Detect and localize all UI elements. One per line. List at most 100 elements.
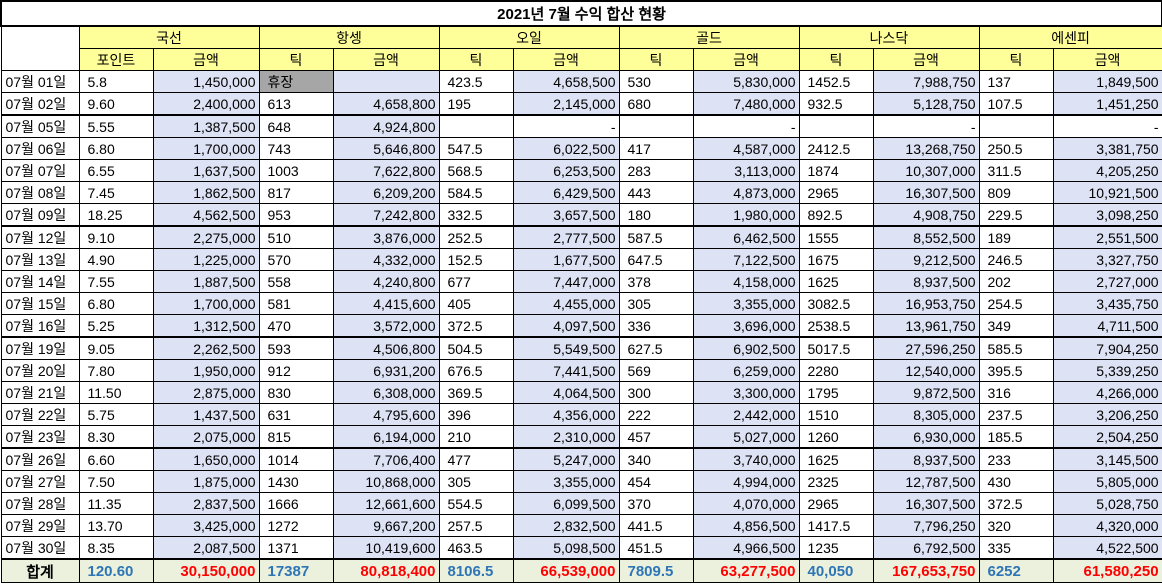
amount-cell: 5,098,500: [512, 536, 620, 560]
amount-cell: 9,212,500: [872, 248, 980, 271]
amount-cell: 1,677,500: [512, 248, 620, 271]
tick-cell: 1510: [798, 403, 874, 426]
amount-cell: [332, 70, 440, 93]
amount-cell: 1,437,500: [152, 403, 260, 426]
sub-header: 틱: [258, 48, 334, 71]
sub-header-row: 포인트 금액 틱 금액 틱 금액 틱 금액 틱 금액 틱 금액: [1, 48, 1162, 71]
point-cell: 11.50: [78, 381, 154, 404]
table-row: 07월 05일 5.55 1,387,500 648 4,924,800 - - - -: [0, 114, 1162, 138]
amount-cell: 6,429,500: [512, 181, 620, 204]
amount-cell: 1,700,000: [152, 292, 260, 315]
amount-cell: 13,961,750: [872, 314, 980, 338]
sub-header: 포인트: [78, 48, 154, 71]
tick-cell: 1874: [798, 159, 874, 182]
tick-cell: 254.5: [978, 292, 1054, 315]
row-date: 07월 15일: [0, 292, 80, 315]
table-row: 07월 22일 5.75 1,437,500 631 4,795,600 396 4,356…: [0, 403, 1162, 426]
amount-cell: 6,930,000: [872, 425, 980, 449]
amount-cell: 2,400,000: [152, 92, 260, 116]
tick-cell: 1417.5: [798, 514, 874, 537]
amount-cell: 1,980,000: [692, 203, 800, 227]
tick-cell: 627.5: [618, 336, 694, 360]
amount-cell: 3,206,250: [1052, 403, 1162, 426]
amount-cell: 3,657,500: [512, 203, 620, 227]
table-row: 07월 16일 5.25 1,312,500 470 3,572,000 372.5 4,0…: [0, 314, 1162, 338]
amount-cell: -: [692, 114, 800, 138]
tick-cell: 185.5: [978, 425, 1054, 449]
row-date: 07월 07일: [0, 159, 80, 182]
sub-header: 금액: [872, 48, 980, 71]
amount-cell: 5,027,000: [692, 425, 800, 449]
amount-cell: 5,830,000: [692, 70, 800, 93]
tick-cell: 554.5: [438, 492, 514, 515]
tick-cell: 2325: [798, 470, 874, 493]
amount-cell: 2,275,000: [152, 225, 260, 249]
tick-cell: 530: [618, 70, 694, 93]
point-cell: 9.60: [78, 92, 154, 116]
amount-cell: 27,596,250: [872, 336, 980, 360]
amount-cell: 7,622,800: [332, 159, 440, 182]
tick-cell: 137: [978, 70, 1054, 93]
tick-cell: 5017.5: [798, 336, 874, 360]
tick-cell: 189: [978, 225, 1054, 249]
amount-cell: 1,650,000: [152, 447, 260, 471]
amount-cell: 10,419,600: [332, 536, 440, 560]
amount-cell: 5,339,250: [1052, 359, 1162, 382]
row-date: 07월 08일: [0, 181, 80, 204]
amount-cell: 4,158,000: [692, 270, 800, 293]
total-amount-cell: 167,653,750: [872, 558, 980, 583]
tick-cell: 631: [258, 403, 334, 426]
row-date: 07월 26일: [0, 447, 80, 471]
tick-cell: 676.5: [438, 359, 514, 382]
amount-cell: 12,661,600: [332, 492, 440, 515]
group-header-kospi: 국선: [78, 25, 260, 49]
amount-cell: 1,451,250: [1052, 92, 1162, 116]
tick-cell: 252.5: [438, 225, 514, 249]
tick-cell: 222: [618, 403, 694, 426]
tick-cell: 417: [618, 137, 694, 160]
tick-cell: 815: [258, 425, 334, 449]
tick-cell: 817: [258, 181, 334, 204]
amount-cell: 9,872,500: [872, 381, 980, 404]
amount-cell: 1,637,500: [152, 159, 260, 182]
amount-cell: 6,931,200: [332, 359, 440, 382]
amount-cell: 5,028,750: [1052, 492, 1162, 515]
tick-cell: 405: [438, 292, 514, 315]
point-cell: 13.70: [78, 514, 154, 537]
amount-cell: 4,455,000: [512, 292, 620, 315]
sub-header: 금액: [152, 48, 260, 71]
amount-cell: 3,145,500: [1052, 447, 1162, 471]
amount-cell: 7,122,500: [692, 248, 800, 271]
tick-cell: 311.5: [978, 159, 1054, 182]
point-cell: 5.8: [78, 70, 154, 93]
corner-cell: [0, 25, 80, 71]
amount-cell: 8,937,500: [872, 270, 980, 293]
tick-cell: 743: [258, 137, 334, 160]
tick-cell: 451.5: [618, 536, 694, 560]
tick-cell: 2965: [798, 181, 874, 204]
amount-cell: 1,312,500: [152, 314, 260, 338]
amount-cell: 1,450,000: [152, 70, 260, 93]
sub-header: 틱: [798, 48, 874, 71]
tick-cell: 283: [618, 159, 694, 182]
tick-cell: 316: [978, 381, 1054, 404]
point-cell: 18.25: [78, 203, 154, 227]
amount-cell: 4,097,500: [512, 314, 620, 338]
tick-cell: 237.5: [978, 403, 1054, 426]
amount-cell: 4,320,000: [1052, 514, 1162, 537]
amount-cell: 3,876,000: [332, 225, 440, 249]
tick-cell: 3082.5: [798, 292, 874, 315]
table-row: 07월 15일 6.80 1,700,000 581 4,415,600 405 4,455…: [0, 292, 1162, 315]
tick-cell: 378: [618, 270, 694, 293]
tick-cell: 932.5: [798, 92, 874, 116]
amount-cell: 4,356,000: [512, 403, 620, 426]
row-date: 07월 28일: [0, 492, 80, 515]
amount-cell: 8,552,500: [872, 225, 980, 249]
tick-cell: 320: [978, 514, 1054, 537]
tick-cell: 300: [618, 381, 694, 404]
amount-cell: 4,658,500: [512, 70, 620, 93]
amount-cell: 1,849,500: [1052, 70, 1162, 93]
row-date: 07월 05일: [0, 114, 80, 138]
amount-cell: 4,966,500: [692, 536, 800, 560]
tick-cell: 585.5: [978, 336, 1054, 360]
